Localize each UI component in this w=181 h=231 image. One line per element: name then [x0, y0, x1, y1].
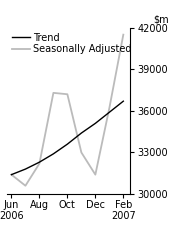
- Text: $m: $m: [154, 15, 169, 25]
- Legend: Trend, Seasonally Adjusted: Trend, Seasonally Adjusted: [12, 33, 132, 54]
